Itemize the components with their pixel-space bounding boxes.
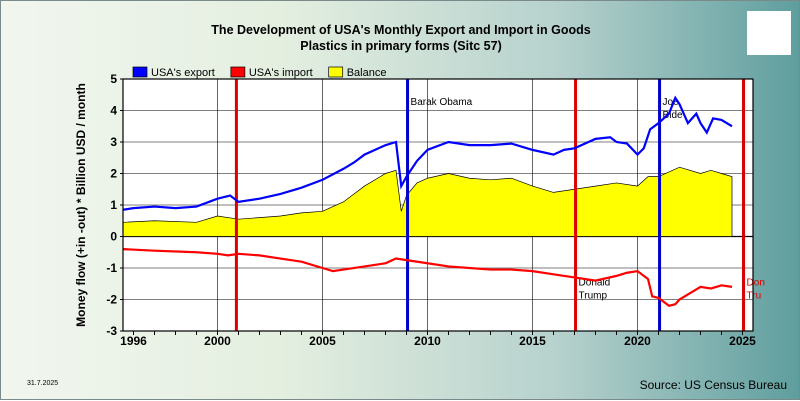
x-tick-label: 2000: [204, 334, 231, 348]
president-label: Bide: [663, 110, 683, 121]
president-label: Don: [747, 277, 765, 288]
source-note: Source: US Census Bureau: [639, 378, 787, 392]
y-tick-label: -3: [106, 324, 117, 338]
y-tick-label: 4: [110, 104, 117, 118]
x-tick-label: 2020: [624, 334, 651, 348]
y-tick-label: 1: [110, 198, 117, 212]
legend-label: USA's import: [249, 67, 313, 79]
president-label: Donald: [579, 277, 611, 288]
series-line-export: [122, 95, 733, 211]
y-tick-label: 3: [110, 135, 117, 149]
x-tick-label: 1996: [120, 334, 147, 348]
chart-title-line-2: Plastics in primary forms (Sitc 57): [300, 39, 502, 53]
legend-swatch: [230, 66, 246, 78]
president-label: Barak Obama: [411, 97, 473, 108]
y-tick-label: 0: [110, 230, 117, 244]
y-tick-label: -1: [106, 261, 117, 275]
date-stamp: 31.7.2025: [27, 380, 59, 387]
y-tick-label: 5: [110, 72, 117, 86]
legend-swatch: [132, 66, 148, 78]
y-tick-label: -2: [106, 293, 117, 307]
x-tick-label: 2015: [519, 334, 546, 348]
plot-border: [122, 78, 754, 332]
president-label: Joe: [663, 97, 680, 108]
x-tick-label: 2005: [309, 334, 336, 348]
series-area-balance: [122, 166, 733, 237]
y-tick-label: 2: [110, 167, 117, 181]
chart-title-line-1: The Development of USA's Monthly Export …: [211, 23, 591, 37]
series-line-import: [122, 248, 733, 307]
x-tick-label: 2010: [414, 334, 441, 348]
president-label: Trump: [579, 290, 608, 301]
legend-label: Balance: [347, 67, 387, 79]
president-label: Tru: [747, 290, 762, 301]
x-tick-label: 2025: [729, 334, 756, 348]
legend-swatch: [328, 66, 344, 78]
legend-label: USA's export: [151, 67, 215, 79]
qr-code-icon: [747, 11, 791, 55]
